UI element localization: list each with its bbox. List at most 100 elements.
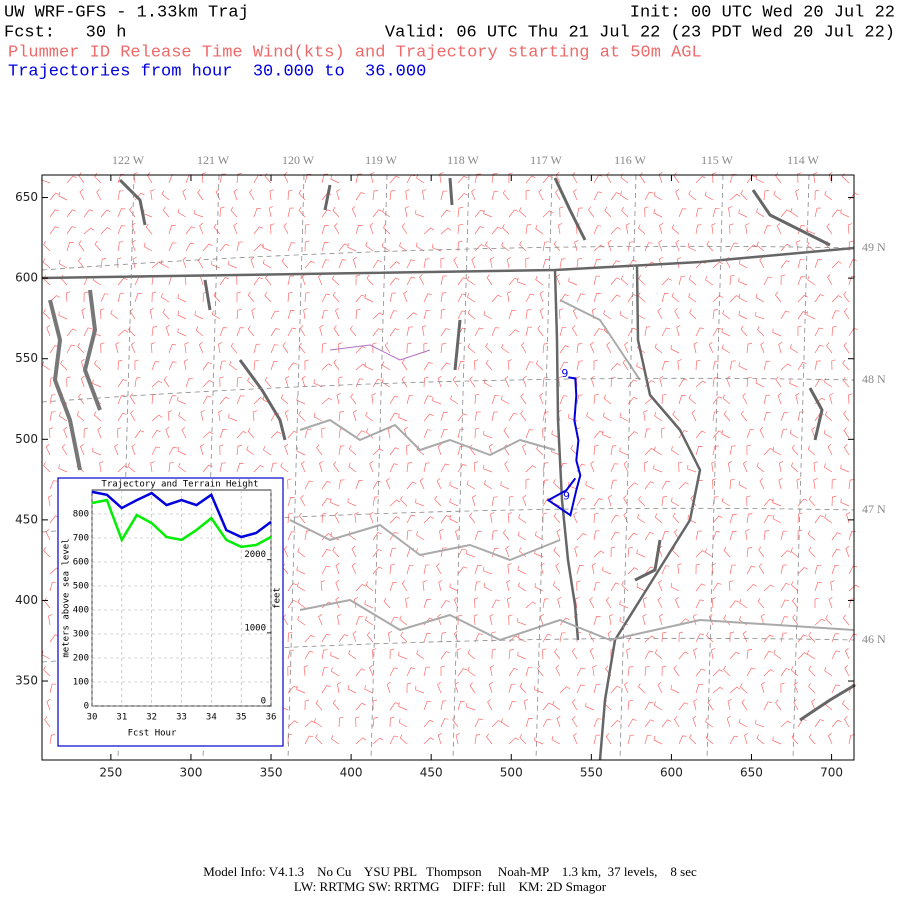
- wind-barb: [658, 613, 663, 626]
- wind-barb: [406, 394, 414, 405]
- wind-barb: [490, 512, 495, 524]
- wind-barb: [658, 579, 663, 592]
- wind-barb: [389, 735, 399, 745]
- wind-barb: [807, 241, 816, 252]
- wind-barb: [756, 462, 765, 473]
- wind-barb: [814, 207, 821, 218]
- wind-barb: [777, 392, 782, 405]
- wind-barb: [507, 512, 513, 524]
- wind-barb: [574, 545, 579, 558]
- wind-barb: [522, 443, 527, 456]
- wind-barb: [334, 223, 340, 235]
- wind-barb: [457, 668, 468, 677]
- wind-barb: [744, 733, 749, 745]
- wind-barb: [841, 173, 850, 184]
- wind-barb: [422, 189, 427, 201]
- trajectory-line: [546, 376, 582, 517]
- wind-barb: [287, 327, 297, 337]
- wind-barb: [483, 582, 493, 592]
- x-tick-label: 350: [260, 766, 283, 780]
- wind-barb: [128, 326, 136, 337]
- x-tick-label: 550: [580, 766, 603, 780]
- wind-barb: [318, 273, 323, 286]
- wind-barb: [644, 734, 652, 745]
- wind-barb: [415, 209, 425, 218]
- wind-barb: [43, 547, 51, 558]
- wind-barb: [49, 411, 56, 422]
- wind-barb: [585, 702, 595, 711]
- wind-barb: [338, 259, 347, 269]
- wind-barb: [321, 548, 331, 558]
- wind-barb: [389, 547, 397, 558]
- wind-barb: [117, 241, 124, 252]
- wind-barb: [49, 192, 60, 201]
- wind-barb: [508, 667, 518, 677]
- longitude-label: 117 W: [530, 153, 562, 167]
- x-tick-label: 250: [99, 766, 122, 780]
- wind-barb: [712, 582, 722, 592]
- wind-barb: [712, 207, 720, 218]
- wind-barb: [483, 430, 493, 439]
- wind-barb: [797, 634, 808, 643]
- wind-barb: [457, 277, 468, 286]
- wind-barb: [253, 343, 261, 354]
- longitude-label: 114 W: [787, 153, 819, 167]
- wind-barb: [399, 734, 408, 745]
- wind-barb: [406, 462, 413, 473]
- wind-barb: [556, 528, 561, 541]
- wind-barb: [321, 666, 329, 677]
- wind-barb: [780, 682, 785, 694]
- wind-barb: [678, 430, 688, 439]
- wind-barb: [338, 342, 343, 354]
- wind-barb: [575, 376, 581, 388]
- wind-barb: [42, 258, 51, 269]
- wind-barb: [466, 702, 476, 711]
- wind-barb: [331, 735, 340, 745]
- wind-barb: [330, 498, 340, 507]
- wind-barb: [620, 275, 629, 286]
- wind-barb: [304, 735, 314, 745]
- wind-barb: [469, 682, 476, 694]
- wind-barb: [386, 681, 391, 694]
- wind-barb: [848, 259, 857, 269]
- wind-barb: [605, 733, 612, 745]
- wind-barb: [150, 189, 155, 201]
- wind-barb: [400, 631, 408, 643]
- wind-barb: [605, 597, 612, 609]
- wind-barb: [556, 715, 561, 728]
- wind-barb: [211, 310, 221, 320]
- wind-barb: [335, 596, 340, 609]
- wind-barb: [506, 257, 512, 269]
- wind-barb: [778, 477, 783, 490]
- wind-barb: [661, 631, 667, 643]
- wind-barb: [486, 733, 493, 745]
- wind-barb: [535, 224, 544, 235]
- wind-barb: [83, 327, 92, 337]
- wind-barb: [712, 172, 717, 184]
- wind-barb: [406, 259, 415, 269]
- wind-barb: [284, 443, 289, 456]
- wind-barb: [571, 716, 578, 728]
- wind-barb: [780, 616, 789, 626]
- wind-barb: [840, 498, 850, 507]
- longitude-label: 115 W: [701, 153, 733, 167]
- county-border: [299, 419, 556, 456]
- wind-barb: [347, 243, 357, 252]
- wind-barb: [321, 309, 329, 320]
- wind-barb: [610, 720, 621, 728]
- wind-barb: [711, 597, 717, 609]
- wind-barb: [758, 563, 765, 575]
- wind-barb: [797, 652, 809, 660]
- wind-barb: [746, 583, 757, 592]
- wind-barb: [808, 683, 816, 694]
- wind-barb: [457, 463, 467, 473]
- wind-barb: [780, 412, 789, 422]
- wind-barb: [552, 581, 561, 592]
- wind-barb: [199, 443, 204, 456]
- wind-barb: [185, 226, 196, 235]
- wind-barb: [576, 394, 583, 405]
- wind-barb: [739, 598, 748, 609]
- wind-barb: [320, 580, 326, 592]
- wind-barb: [636, 582, 646, 592]
- wind-barb: [517, 277, 527, 286]
